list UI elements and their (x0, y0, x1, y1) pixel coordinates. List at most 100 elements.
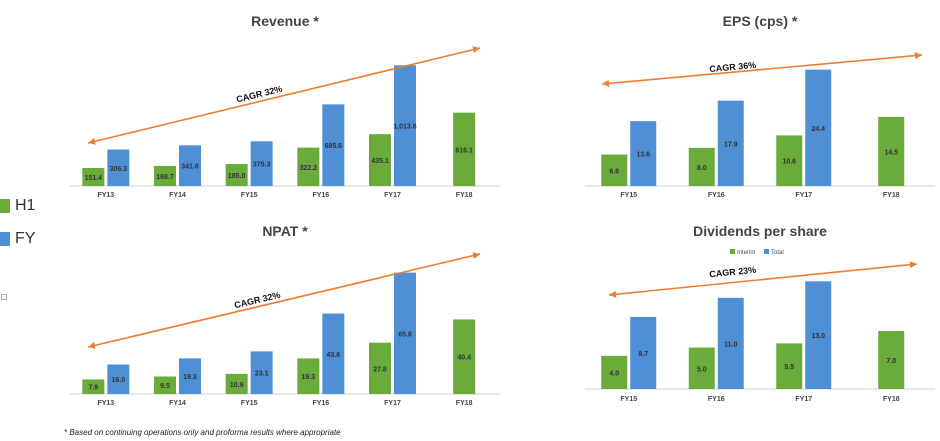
revenue-bar-fy-fy17 (394, 65, 416, 186)
legend-label-fy: FY (15, 230, 36, 247)
npat-label-h1-fy13: 7.9 (88, 385, 98, 392)
npat-bar-h1-fy18 (453, 319, 476, 394)
dps-title: Dividends per share (693, 223, 827, 239)
eps-bar-h1-fy18 (878, 116, 905, 186)
eps-bar-h1-fy15 (601, 154, 628, 186)
npat-label-h1-fy15: 10.9 (230, 382, 244, 389)
dps-legend-swatch-total (764, 249, 769, 254)
eps-tick-fy15: FY15 (620, 192, 637, 199)
dps-bar-interim-fy16 (688, 347, 715, 389)
npat-bar-fy-fy14 (179, 358, 201, 394)
legend-item-fy: FY (0, 229, 35, 249)
revenue-label-h1-fy18: 616.1 (455, 147, 473, 154)
revenue-label-fy-fy13: 306.3 (110, 166, 128, 173)
dps-legend-label-interim: Interim (737, 250, 755, 256)
dps-label-total-fy16: 11.0 (724, 341, 737, 348)
revenue-title: Revenue * (251, 13, 319, 29)
dps-cagr-label: CAGR 23% (709, 265, 757, 280)
dps-label-interim-fy16: 5.0 (697, 366, 707, 373)
dps-chart-svg: Dividends per share Interim Total 4.0 8.7 FY1… (585, 223, 935, 403)
dps-cagr-arrow (608, 261, 918, 298)
revenue-chart: Revenue * 151.4 306.3 FY13 168.7 341.6 FY14 185… (70, 0, 500, 205)
dps-bar-interim-fy18 (878, 331, 905, 389)
revenue-label-h1-fy16: 322.2 (300, 165, 318, 172)
revenue-bar-fy-fy16 (322, 104, 345, 186)
revenue-bar-h1-fy18 (453, 112, 476, 186)
eps-label-h1-fy18: 14.5 (884, 149, 898, 156)
dps-label-interim-fy18: 7.0 (886, 358, 896, 365)
revenue-label-fy-fy14: 341.6 (181, 164, 199, 171)
dps-tick-fy17: FY17 (795, 396, 812, 403)
npat-label-fy-fy15: 23.1 (255, 371, 269, 378)
revenue-bar-h1-fy16 (297, 147, 320, 186)
eps-tick-fy18: FY18 (883, 192, 900, 199)
eps-tick-fy17: FY17 (795, 192, 812, 199)
npat-label-h1-fy17: 27.8 (373, 366, 387, 373)
revenue-chart-svg: Revenue * 151.4 306.3 FY13 168.7 341.6 FY14 185… (70, 13, 500, 199)
eps-bar-fy-fy16 (717, 100, 744, 186)
eps-chart-svg: EPS (cps) * 6.6 13.6 FY15 8.0 17.9 FY16 10.6 24.… (585, 13, 935, 199)
bullet-square-icon (1, 294, 7, 300)
dps-label-interim-fy17: 5.5 (784, 364, 794, 371)
npat-tick-fy18: FY18 (456, 400, 473, 407)
revenue-label-h1-fy15: 185.0 (228, 173, 246, 180)
eps-label-fy-fy17: 24.4 (811, 126, 825, 133)
revenue-label-h1-fy13: 151.4 (85, 175, 103, 182)
legend-label-h1: H1 (15, 197, 36, 214)
revenue-tick-fy17: FY17 (384, 192, 401, 199)
npat-bar-h1-fy17 (369, 342, 391, 394)
npat-bar-fy-fy13 (107, 364, 130, 394)
npat-label-fy-fy14: 19.3 (183, 374, 197, 381)
dps-tick-fy15: FY15 (620, 396, 637, 403)
eps-label-fy-fy16: 17.9 (724, 141, 738, 148)
dps-label-total-fy17: 13.0 (811, 333, 825, 340)
eps-label-h1-fy16: 8.0 (697, 165, 707, 172)
revenue-bar-fy-fy15 (250, 141, 273, 186)
revenue-bar-h1-fy13 (82, 167, 105, 186)
npat-title: NPAT * (262, 223, 308, 239)
npat-tick-fy13: FY13 (97, 400, 114, 407)
eps-chart: EPS (cps) * 6.6 13.6 FY15 8.0 17.9 FY16 10.6 24.… (585, 0, 935, 205)
dps-bar-total-fy15 (630, 316, 657, 389)
eps-cagr-label: CAGR 36% (709, 60, 757, 74)
footnote: * Based on continuing operations only an… (64, 428, 341, 437)
npat-chart: NPAT * 7.9 16.0 FY13 9.5 19.3 FY14 10.9 23.1 FY15… (70, 218, 500, 413)
dps-label-total-fy15: 8.7 (638, 351, 648, 358)
dps-chart: Dividends per share Interim Total 4.0 8.7 FY1… (585, 218, 935, 413)
npat-tick-fy17: FY17 (384, 400, 401, 407)
main-legend: H1 FY (0, 196, 35, 262)
dps-tick-fy16: FY16 (708, 396, 725, 403)
npat-label-fy-fy17: 65.8 (398, 331, 412, 338)
dps-tick-fy18: FY18 (883, 396, 900, 403)
dps-label-interim-fy15: 4.0 (609, 370, 619, 377)
eps-label-h1-fy15: 6.6 (609, 168, 619, 175)
dps-bar-total-fy17 (805, 281, 832, 389)
npat-label-h1-fy14: 9.5 (160, 383, 170, 390)
revenue-bar-h1-fy14 (154, 165, 176, 186)
eps-label-fy-fy15: 13.6 (636, 152, 650, 159)
eps-bar-fy-fy17 (805, 69, 832, 186)
revenue-bar-h1-fy15 (225, 163, 248, 186)
revenue-tick-fy13: FY13 (97, 192, 114, 199)
npat-bar-fy-fy16 (322, 313, 345, 394)
npat-tick-fy14: FY14 (169, 400, 186, 407)
legend-swatch-fy (0, 232, 10, 246)
revenue-tick-fy15: FY15 (241, 192, 258, 199)
revenue-label-h1-fy14: 168.7 (156, 174, 174, 181)
eps-tick-fy16: FY16 (708, 192, 725, 199)
eps-cagr-arrow (601, 52, 923, 87)
revenue-label-fy-fy17: 1,013.6 (393, 124, 416, 131)
eps-label-h1-fy17: 10.6 (782, 159, 796, 166)
npat-bar-h1-fy13 (82, 379, 105, 394)
revenue-tick-fy18: FY18 (456, 192, 473, 199)
npat-bar-fy-fy15 (250, 351, 273, 394)
dps-bar-interim-fy17 (776, 343, 803, 389)
revenue-bar-fy-fy14 (179, 145, 201, 186)
dps-bar-interim-fy15 (601, 355, 628, 389)
npat-bar-h1-fy16 (297, 358, 320, 394)
legend-item-h1: H1 (0, 196, 35, 216)
npat-label-fy-fy16: 43.6 (327, 352, 341, 359)
eps-bar-h1-fy16 (688, 147, 715, 186)
npat-tick-fy15: FY15 (241, 400, 258, 407)
npat-bar-h1-fy14 (154, 376, 176, 394)
